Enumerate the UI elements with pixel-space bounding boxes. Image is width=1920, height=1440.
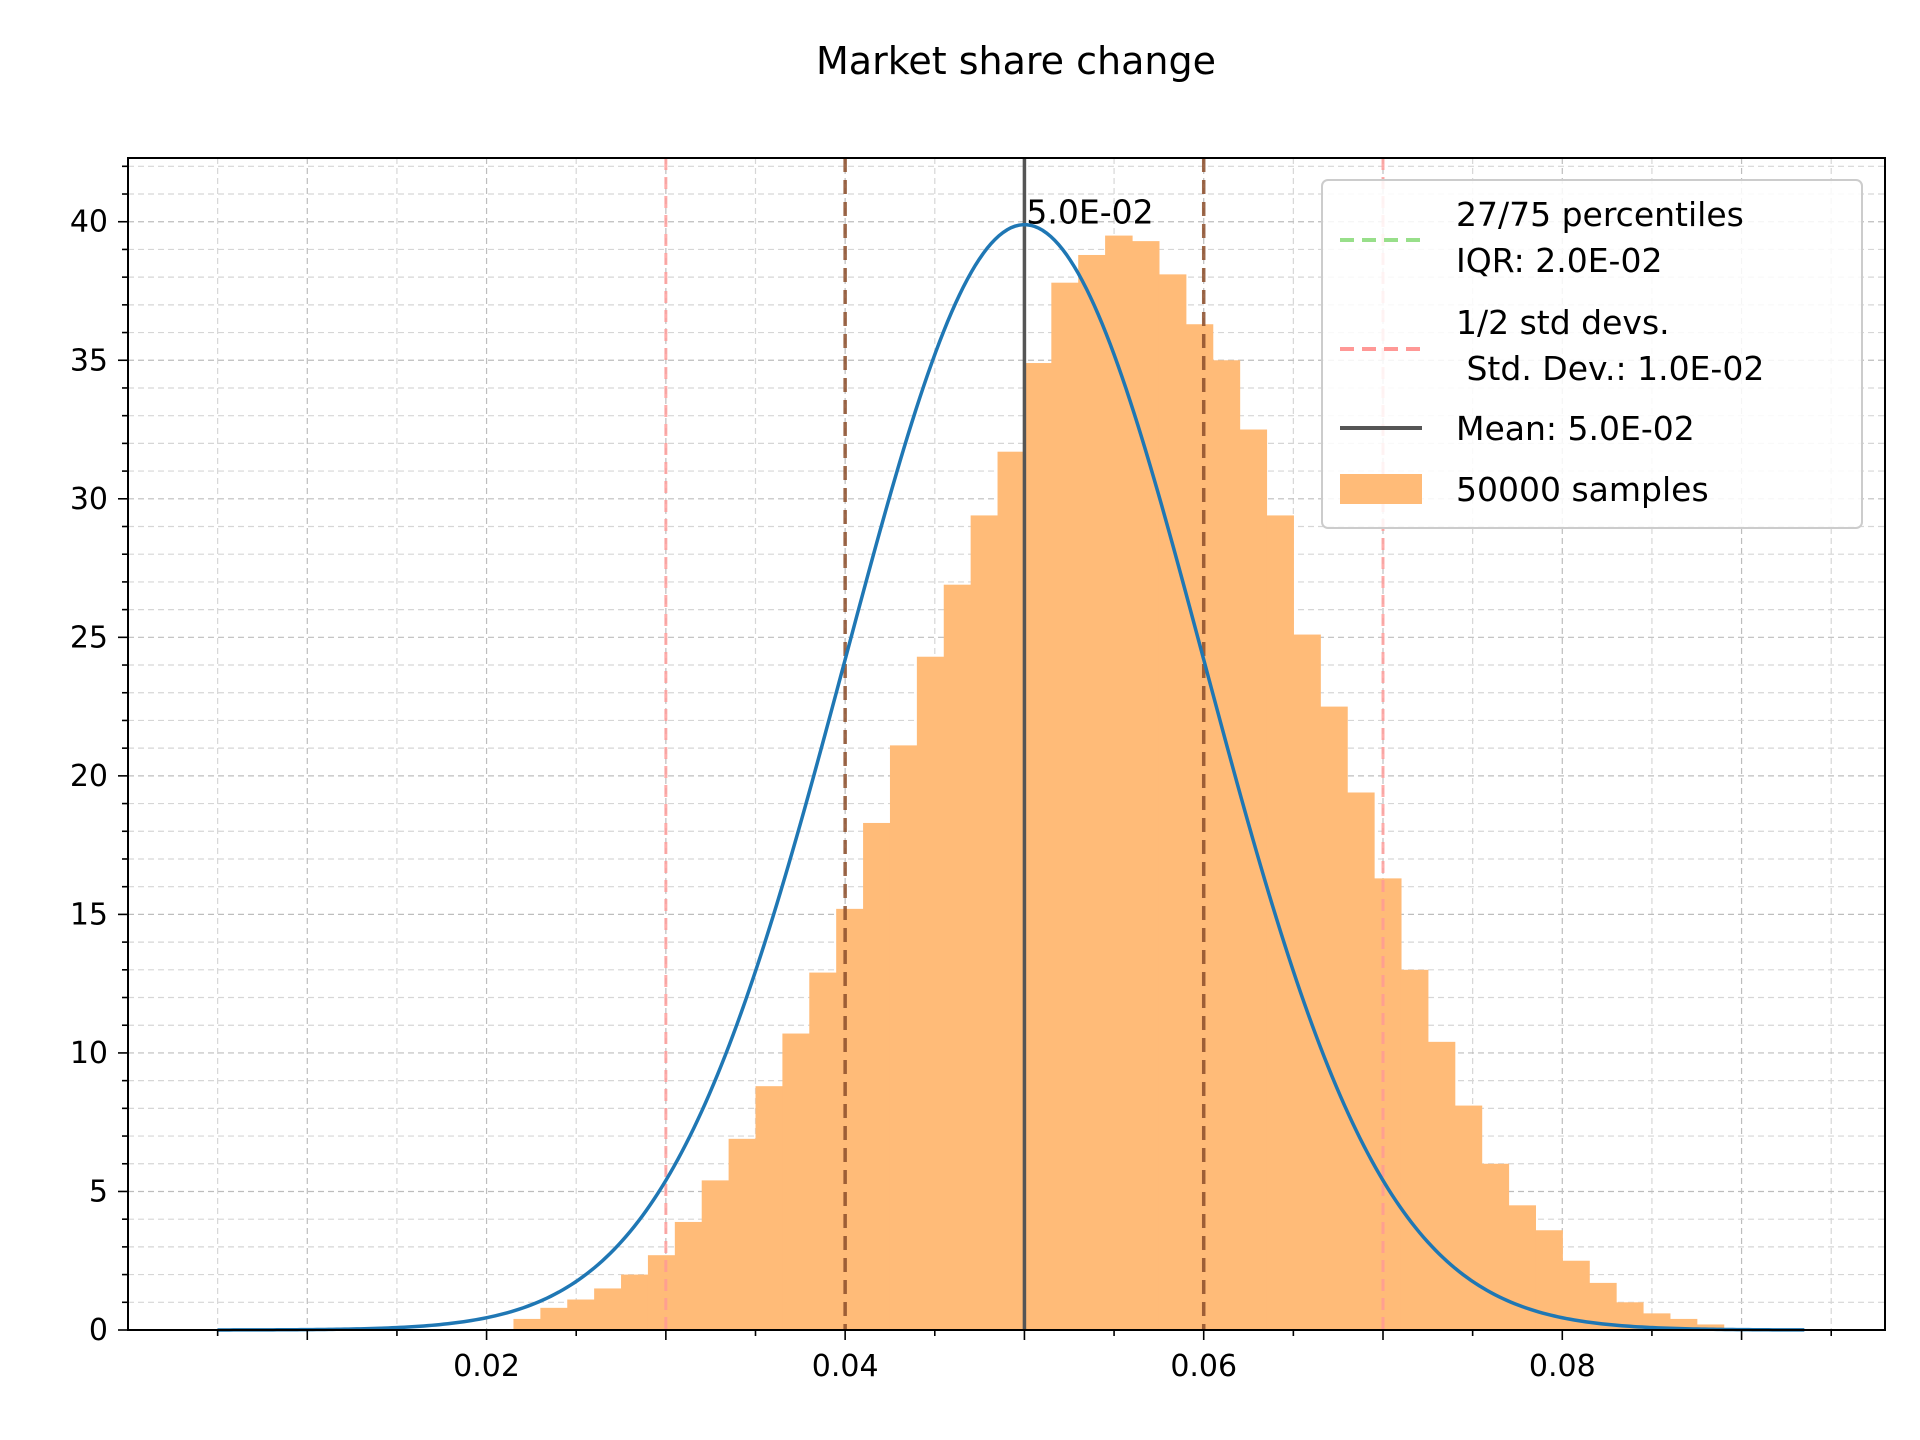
histogram-bar [674, 1221, 703, 1330]
histogram-bar [1051, 282, 1079, 1330]
pdf-curve-group [217, 222, 1805, 1332]
histogram-bar [567, 1299, 595, 1330]
axes: 0.02 0.04 0.06 0.08 0 5 10 15 20 25 30 35 40 [70, 165, 1833, 1384]
histogram-bar [1024, 363, 1052, 1330]
grid [128, 158, 1885, 1330]
histogram-bar [1105, 235, 1133, 1330]
histogram-bar [1132, 241, 1160, 1330]
y-tick-label: 10 [70, 1036, 108, 1071]
histogram-bar [1320, 706, 1348, 1330]
histogram-bar [1185, 324, 1214, 1330]
histogram-bar [728, 1138, 757, 1330]
histogram-bar [889, 745, 918, 1330]
legend-samples-swatch [1340, 474, 1422, 504]
legend-percentiles-line2: IQR: 2.0E-02 [1456, 241, 1662, 280]
histogram-bars [513, 235, 1725, 1331]
histogram-bar [782, 1033, 810, 1330]
histogram-bar [594, 1288, 622, 1330]
pdf-curve [217, 222, 1805, 1332]
histogram-bar [1669, 1318, 1698, 1330]
chart-title: Market share change [816, 39, 1216, 83]
legend-mean-label: Mean: 5.0E-02 [1456, 409, 1695, 448]
histogram-bar [513, 1318, 541, 1330]
y-tick-label: 35 [70, 343, 108, 378]
x-tick-label: 0.04 [812, 1349, 879, 1384]
histogram-bar [1212, 360, 1241, 1331]
histogram-bar [1400, 969, 1429, 1330]
legend: 27/75 percentiles IQR: 2.0E-02 1/2 std d… [1321, 179, 1863, 529]
histogram-bar [1427, 1041, 1456, 1330]
histogram-bar [836, 908, 864, 1330]
histogram-bar [1239, 429, 1268, 1330]
histogram-bar [1158, 274, 1187, 1331]
histogram-bar [997, 451, 1026, 1331]
x-tick-label: 0.08 [1529, 1349, 1596, 1384]
x-tick-label: 0.06 [1170, 1349, 1237, 1384]
histogram-bar [863, 822, 891, 1330]
legend-percentiles-line1: 27/75 percentiles [1456, 195, 1744, 234]
y-tick-label: 25 [70, 620, 108, 655]
histogram-bar [916, 656, 945, 1330]
legend-box [1321, 179, 1863, 529]
histogram-bar [1481, 1163, 1510, 1330]
x-tick-label: 0.02 [453, 1349, 520, 1384]
histogram-bar [540, 1307, 568, 1330]
histogram-bar [621, 1274, 649, 1330]
histogram-bar [647, 1255, 676, 1330]
mean-annotation: 5.0E-02 [1026, 193, 1153, 232]
histogram-bar [1374, 878, 1402, 1330]
histogram-bar [809, 972, 837, 1330]
histogram-bar [943, 584, 972, 1330]
y-tick-label: 40 [70, 205, 108, 240]
legend-samples-label: 50000 samples [1456, 470, 1709, 509]
y-tick-label: 5 [89, 1174, 108, 1209]
histogram-bar [970, 515, 999, 1330]
y-tick-label: 15 [70, 897, 108, 932]
legend-std-line1: 1/2 std devs. [1456, 303, 1670, 342]
y-tick-label: 20 [70, 759, 108, 794]
legend-std-line2: Std. Dev.: 1.0E-02 [1456, 349, 1764, 388]
histogram-bar [1696, 1324, 1725, 1330]
histogram-bar [1266, 515, 1294, 1330]
y-tick-label: 0 [89, 1313, 108, 1348]
histogram-bar [1347, 792, 1375, 1330]
plot-frame [127, 157, 1886, 1331]
y-tick-label: 30 [70, 482, 108, 517]
histogram-bar [1078, 254, 1106, 1330]
histogram-bar [701, 1180, 730, 1330]
histogram-bar [1454, 1105, 1483, 1330]
histogram-bar [755, 1086, 783, 1330]
